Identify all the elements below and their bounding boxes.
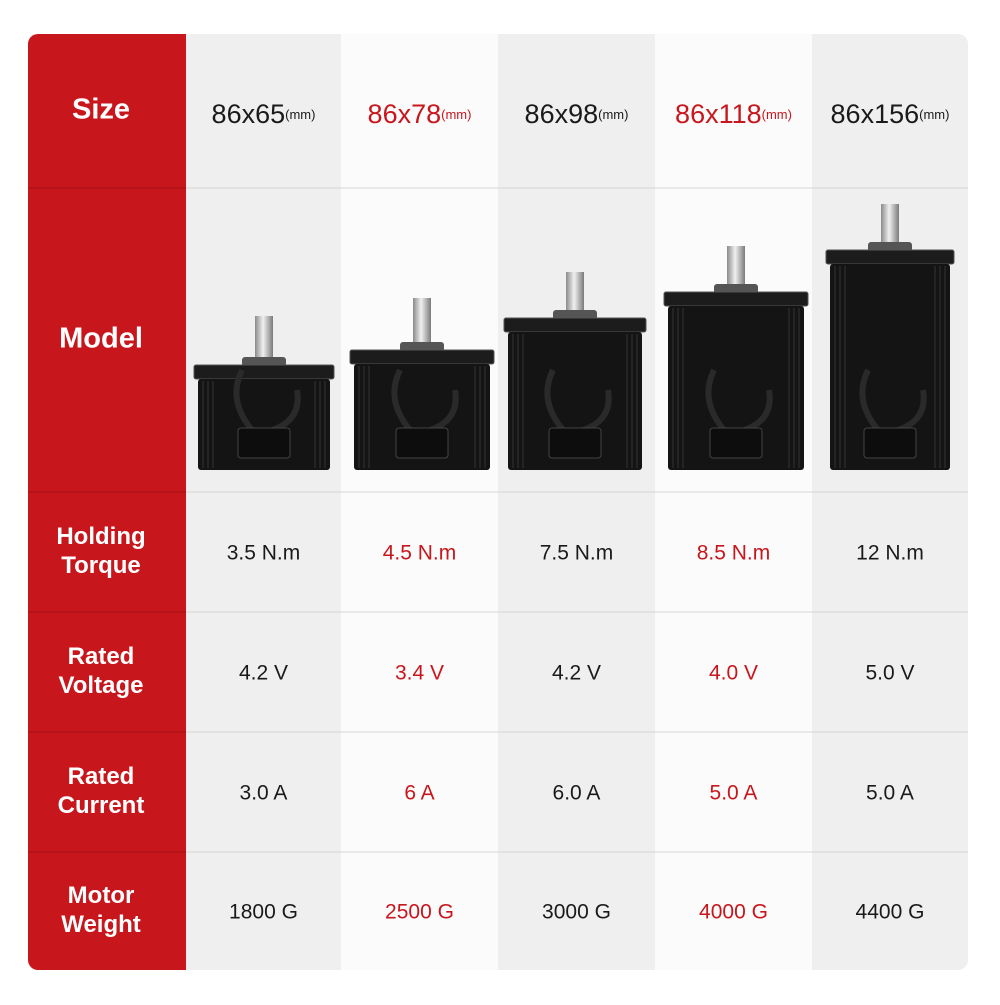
motor-shaft [566,272,584,318]
column-background [655,34,812,970]
motor-body [508,332,642,470]
voltage-cell: 4.2 V [239,662,288,685]
motor-flange [825,249,955,265]
size-cell: 86x118(mm) [675,99,792,129]
motor-connector [863,427,917,459]
motor-connector [237,427,291,459]
size-value: 86x98 [525,99,599,129]
table-body [28,34,968,970]
current-cell: 5.0 A [710,782,758,805]
torque-cell: 7.5 N.m [540,542,614,565]
weight-cell: 4400 G [856,901,925,924]
row-label: Size [72,94,130,126]
size-cell: 86x98(mm) [525,99,629,129]
torque-cell: 4.5 N.m [383,542,457,565]
size-value: 86x118 [675,99,762,129]
size-value: 86x78 [368,99,442,129]
motor-shaft [881,204,899,250]
current-cell: 6 A [404,782,434,805]
row-label: Weight [61,911,141,938]
column-background [341,34,498,970]
row-label: Voltage [59,672,144,699]
voltage-cell: 4.2 V [552,662,601,685]
motor-flange [503,317,647,333]
row-label: Holding [56,523,145,550]
weight-cell: 3000 G [542,901,611,924]
weight-cell: 2500 G [385,901,454,924]
size-cell: 86x156(mm) [831,99,950,129]
torque-cell: 12 N.m [856,542,924,565]
motor-flange [193,364,335,380]
row-label: Motor [68,882,135,909]
column-background [186,34,341,970]
motor-flange [349,349,495,365]
torque-cell: 8.5 N.m [697,542,771,565]
voltage-cell: 5.0 V [865,662,914,685]
motor-flange [663,291,809,307]
size-value: 86x65 [212,99,286,129]
motor-image [503,272,647,470]
motor-connector [548,427,602,459]
size-unit: (mm) [285,107,315,122]
voltage-cell: 3.4 V [395,662,444,685]
motor-connector [709,427,763,459]
motor-image [349,298,495,470]
size-value: 86x156 [831,99,920,129]
size-cell: 86x65(mm) [212,99,316,129]
voltage-cell: 4.0 V [709,662,758,685]
motor-image [663,246,809,470]
weight-cell: 1800 G [229,901,298,924]
motor-shaft [255,316,273,365]
motor-image [825,204,955,470]
row-label: Rated [68,643,135,670]
weight-cell: 4000 G [699,901,768,924]
row-label: Model [59,323,143,355]
row-label: Rated [68,763,135,790]
size-unit: (mm) [762,107,792,122]
size-cell: 86x78(mm) [368,99,472,129]
motor-shaft [727,246,745,292]
size-unit: (mm) [441,107,471,122]
row-label: Current [58,792,145,819]
size-unit: (mm) [598,107,628,122]
motor-shaft [413,298,431,350]
motor-connector [395,427,449,459]
size-unit: (mm) [919,107,949,122]
motor-image [193,316,335,470]
current-cell: 5.0 A [866,782,914,805]
current-cell: 6.0 A [553,782,601,805]
current-cell: 3.0 A [240,782,288,805]
column-background [498,34,655,970]
torque-cell: 3.5 N.m [227,542,301,565]
row-label: Torque [61,552,141,579]
motor-body [668,306,804,470]
column-background [812,34,968,970]
label-column [28,34,186,970]
